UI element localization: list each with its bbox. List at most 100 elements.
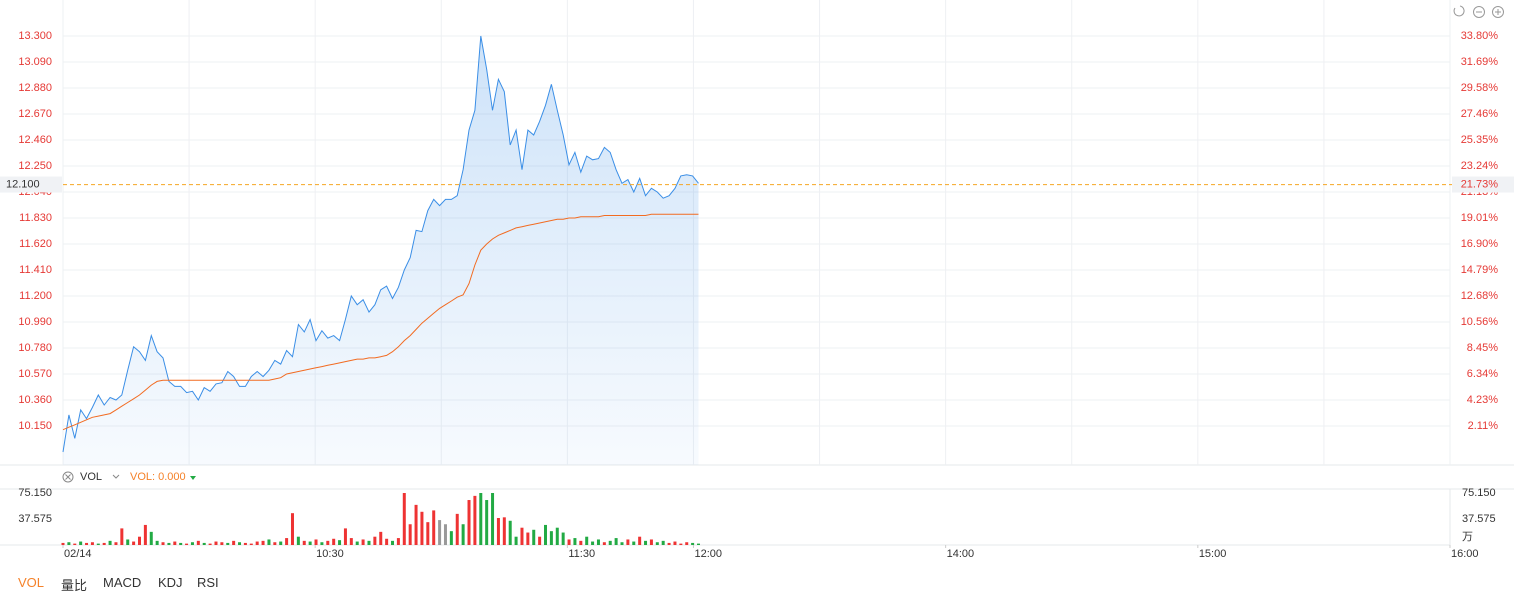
- volume-bar: [290, 513, 294, 545]
- volume-bar: [179, 542, 183, 545]
- volume-bar: [326, 540, 330, 545]
- close-icon[interactable]: [65, 474, 71, 480]
- y-tick-label: 11.830: [19, 212, 52, 224]
- y-tick-label: 37.575: [18, 513, 52, 525]
- volume-bar: [632, 541, 636, 545]
- volume-bar: [685, 542, 689, 545]
- volume-bar: [391, 540, 395, 545]
- y-tick-label: 10.360: [18, 394, 52, 406]
- y-tick-label: 12.670: [18, 108, 52, 120]
- volume-bar: [373, 536, 377, 545]
- volume-bar: [173, 541, 177, 545]
- volume-bar: [432, 510, 436, 545]
- indicator-tab[interactable]: KDJ: [158, 575, 183, 590]
- volume-bar: [355, 541, 359, 545]
- indicator-tab[interactable]: RSI: [197, 575, 219, 590]
- volume-bar: [361, 539, 365, 545]
- percent-label: 21.73%: [1461, 178, 1499, 190]
- y2-tick-label: 23.24%: [1461, 160, 1499, 172]
- volume-bar: [155, 540, 159, 545]
- volume-bar: [508, 520, 512, 545]
- y-tick-label: 10.570: [18, 368, 52, 380]
- volume-bar: [120, 528, 124, 545]
- volume-bar: [161, 542, 165, 545]
- reset-icon[interactable]: [1453, 5, 1465, 17]
- volume-bar: [532, 529, 536, 545]
- zoom-in-icon[interactable]: [1492, 6, 1504, 18]
- y2-tick-label: 25.35%: [1461, 134, 1499, 146]
- volume-bar: [308, 541, 312, 545]
- percent-label-box: [1452, 176, 1514, 193]
- volume-bar: [526, 532, 530, 545]
- price-label: 12.100: [6, 178, 40, 190]
- volume-bar: [190, 542, 194, 545]
- zoom-icons[interactable]: [1453, 5, 1504, 18]
- dropdown-icon[interactable]: [112, 474, 120, 479]
- y-tick-label: 11.410: [19, 264, 52, 276]
- y2-tick-label: 33.80%: [1461, 30, 1499, 42]
- volume-bar: [491, 493, 495, 545]
- x-tick-label: 10:30: [316, 548, 344, 560]
- volume-bar: [202, 542, 206, 545]
- x-tick-label: 12:00: [694, 548, 722, 560]
- indicator-tab[interactable]: 量比: [61, 578, 88, 593]
- volume-bar: [349, 538, 353, 545]
- volume-bar: [67, 542, 71, 545]
- indicator-tab[interactable]: VOL: [18, 575, 45, 590]
- volume-bar: [549, 531, 553, 545]
- zoom-out-icon[interactable]: [1473, 6, 1485, 18]
- y-tick-label: 11.620: [19, 238, 52, 250]
- y2-tick-label: 2.11%: [1468, 420, 1499, 432]
- grid: [62, 0, 1451, 465]
- volume-bar: [279, 541, 283, 545]
- volume-bar: [620, 542, 624, 545]
- volume-bar: [73, 543, 77, 545]
- indicator-tab[interactable]: MACD: [103, 575, 142, 590]
- x-tick-label: 14:00: [947, 548, 975, 560]
- volume-bar: [385, 538, 389, 545]
- volume-bar: [514, 536, 518, 545]
- volume-bar: [644, 540, 648, 545]
- volume-bar: [367, 540, 371, 545]
- volume-bar: [302, 540, 306, 545]
- volume-bar: [402, 493, 406, 545]
- y-tick-label: 10.780: [18, 342, 52, 354]
- indicator-name[interactable]: VOL: [80, 471, 102, 483]
- volume-bar: [108, 540, 112, 545]
- volume-bar: [126, 539, 130, 545]
- volume-bar: [696, 543, 700, 545]
- volume-bar: [267, 539, 271, 545]
- volume-bar: [455, 513, 459, 545]
- volume-bar: [538, 536, 542, 545]
- volume-bar: [220, 542, 224, 545]
- volume-bar: [114, 542, 118, 545]
- volume-bar: [102, 542, 106, 545]
- y-tick-label: 12.250: [18, 160, 52, 172]
- volume-bar: [467, 500, 471, 545]
- volume-bar: [496, 518, 500, 545]
- volume-bar: [379, 531, 383, 545]
- close-icon[interactable]: [62, 471, 74, 483]
- volume-bar: [608, 540, 612, 545]
- volume-bar: [638, 536, 642, 545]
- volume-bar: [567, 539, 571, 545]
- volume-bar: [485, 500, 489, 545]
- y-tick-label: 10.150: [18, 420, 52, 432]
- volume-bar: [396, 538, 400, 545]
- volume-bar: [602, 542, 606, 545]
- volume-bar: [591, 541, 595, 545]
- volume-bar: [285, 538, 289, 545]
- y2-tick-label: 75.150: [1462, 487, 1496, 499]
- y2-tick-label: 37.575: [1462, 513, 1496, 525]
- volume-bar: [573, 538, 577, 545]
- trend-icon: [190, 476, 196, 480]
- y2-tick-label: 16.90%: [1461, 238, 1499, 250]
- y-tick-label: 13.090: [18, 56, 52, 68]
- volume-bar: [544, 524, 548, 545]
- volume-bar: [343, 528, 347, 545]
- volume-bar: [79, 541, 83, 545]
- volume-bar: [273, 542, 277, 545]
- volume-bar: [661, 540, 665, 545]
- price-area: [63, 36, 699, 465]
